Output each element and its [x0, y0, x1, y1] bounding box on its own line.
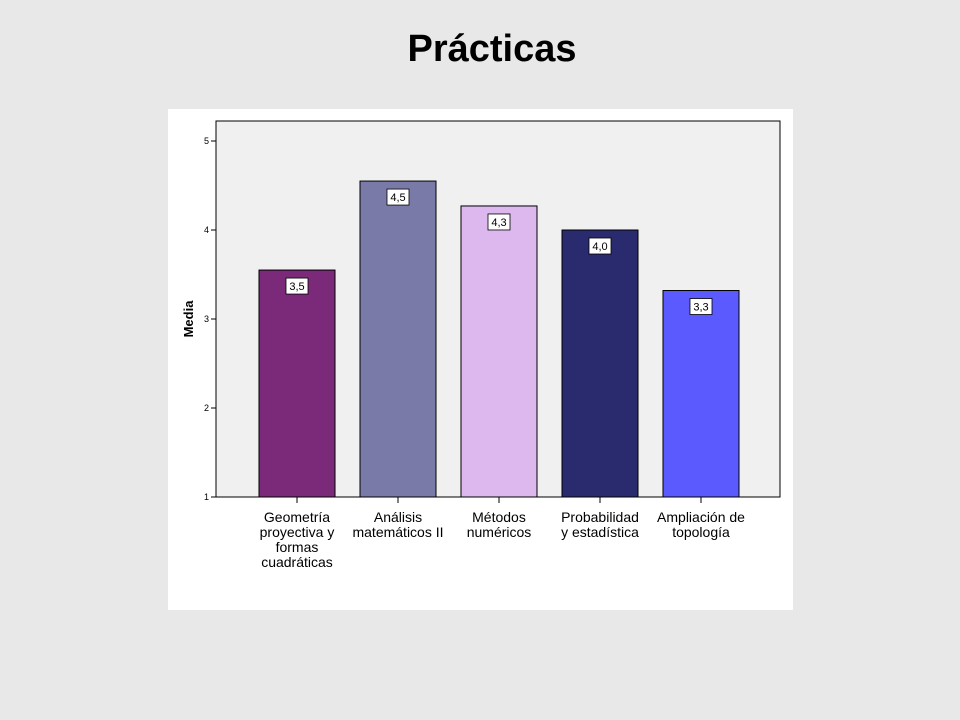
data-label-4: 3,3	[693, 302, 708, 314]
bar-2	[460, 205, 538, 498]
x-category-label-line: topología	[672, 524, 730, 540]
data-label-box-2	[487, 213, 511, 231]
bar-4	[662, 290, 740, 498]
y-tick-label-3: 4	[204, 225, 209, 235]
data-label-2: 4,3	[491, 217, 506, 229]
x-category-label-line: Métodos	[472, 509, 526, 525]
x-category-label-line: numéricos	[466, 524, 532, 540]
x-category-label-4: Ampliación de topología	[646, 510, 756, 540]
data-label-box-4	[689, 298, 713, 315]
x-category-label-line: y estadística	[561, 524, 639, 540]
data-label-box-1	[386, 188, 410, 206]
bar-chart: 1 2 3 4 5 3,5 4,5 4,3 4,0 3,3	[204, 120, 781, 503]
y-tick-label-1: 2	[204, 403, 209, 413]
data-label-0: 3,5	[289, 281, 304, 293]
x-category-label-line: Ampliación de	[657, 509, 745, 525]
data-label-3: 4,0	[592, 241, 607, 253]
x-category-label-3: Probabilidad y estadística	[545, 510, 655, 540]
slide-title: Prácticas	[407, 28, 577, 70]
x-category-label-line: proyectiva y	[259, 524, 335, 540]
y-tick-label-2: 3	[204, 314, 209, 324]
y-tick-label-4: 5	[204, 136, 209, 146]
y-axis-title: Media	[181, 300, 196, 338]
x-category-label-2: Métodos numéricos	[444, 510, 554, 540]
x-category-label-line: Análisis	[373, 509, 423, 525]
x-category-label-line: formas	[275, 539, 319, 555]
x-category-label-line: Geometría	[263, 509, 331, 525]
bar-1	[359, 180, 437, 498]
bar-0	[258, 269, 336, 498]
y-tick-label-0: 1	[204, 492, 209, 502]
data-label-1: 4,5	[390, 192, 405, 204]
x-category-label-line: matemáticos II	[352, 524, 444, 540]
bar-3	[561, 229, 639, 498]
x-category-label-1: Análisis matemáticos II	[343, 510, 453, 540]
x-category-label-line: Probabilidad	[561, 509, 639, 525]
data-label-box-3	[588, 237, 612, 255]
data-label-box-0	[285, 277, 309, 295]
x-category-label-0: Geometría proyectiva y formas cuadráticas	[242, 510, 352, 570]
x-category-label-line: cuadráticas	[261, 554, 333, 570]
chart-panel: 1 2 3 4 5 3,5 4,5 4,3 4,0 3,3 Media Geometría proy…	[168, 109, 793, 610]
